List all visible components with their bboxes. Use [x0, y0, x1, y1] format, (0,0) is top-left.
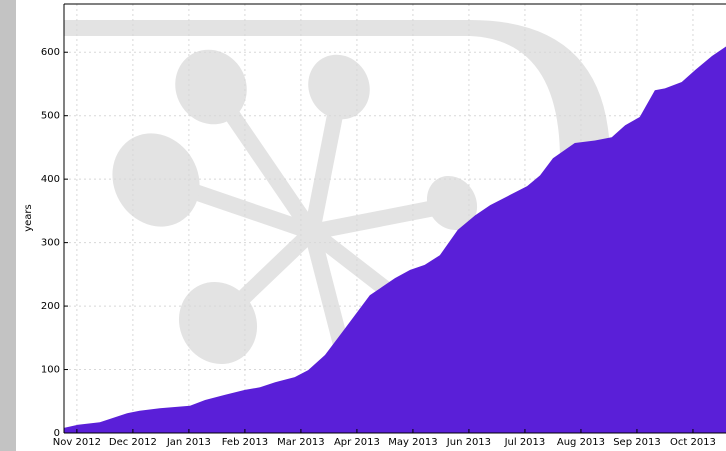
x-tick-label: Jul 2013 [504, 437, 546, 448]
y-tick-label: 500 [41, 111, 60, 122]
y-tick-label: 600 [41, 47, 60, 58]
x-tick-label: Apr 2013 [334, 437, 380, 448]
x-tick-label: Aug 2013 [557, 437, 605, 448]
x-tick-label: Jun 2013 [446, 437, 491, 448]
y-tick-label: 300 [41, 238, 60, 249]
chart: years 0100200300400500600Nov 2012Dec 201… [0, 0, 726, 451]
y-tick-label: 400 [41, 174, 60, 185]
x-tick-label: Dec 2012 [109, 437, 157, 448]
x-tick-label: Feb 2013 [222, 437, 268, 448]
x-tick-label: Jan 2013 [166, 437, 211, 448]
x-tick-label: May 2013 [388, 437, 437, 448]
y-tick-label: 100 [41, 365, 60, 376]
x-tick-label: Nov 2012 [53, 437, 101, 448]
y-axis-label: years [23, 204, 34, 232]
y-tick-label: 200 [41, 301, 60, 312]
x-tick-label: Oct 2013 [670, 437, 716, 448]
x-tick-label: Mar 2013 [277, 437, 325, 448]
side-strip [0, 0, 16, 451]
x-tick-label: Sep 2013 [613, 437, 660, 448]
